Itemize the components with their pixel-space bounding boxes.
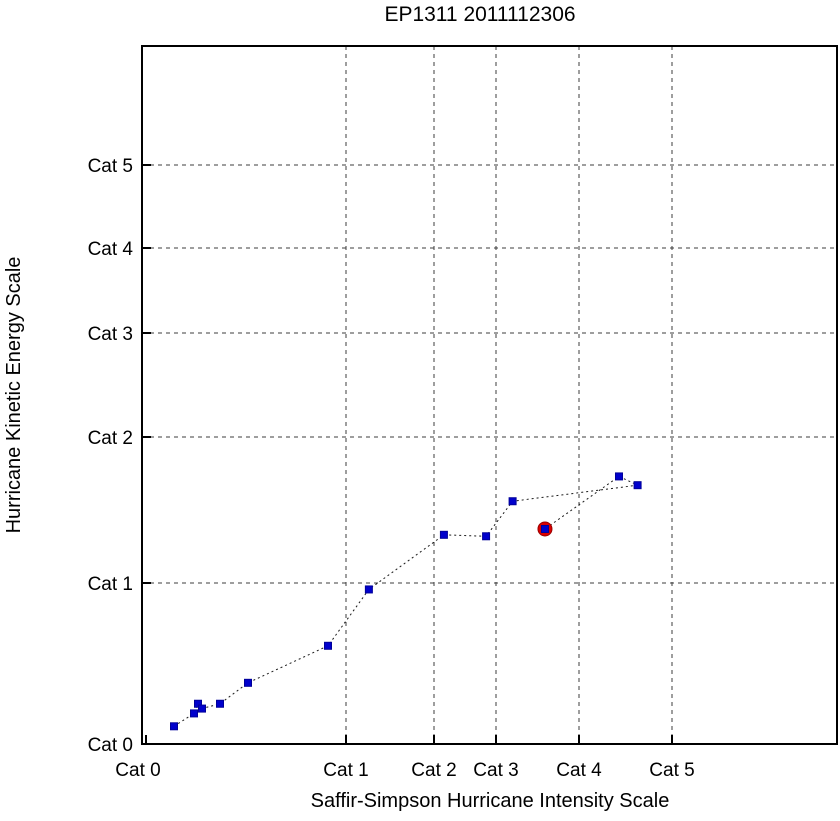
series-layer (170, 472, 642, 731)
x-tick-label: Cat 0 (115, 760, 160, 781)
track-point-marker (439, 530, 448, 539)
y-axis-label: Hurricane Kinetic Energy Scale (3, 257, 25, 534)
track-point-marker (540, 524, 549, 533)
x-tick-label: Cat 1 (323, 760, 368, 781)
plot-border (141, 45, 838, 745)
track-point-marker (170, 722, 178, 731)
track-point-marker (198, 704, 206, 713)
track-point-marker (614, 472, 623, 481)
y-tick-label: Cat 0 (88, 735, 133, 756)
axes-layer (141, 45, 838, 745)
track-point-marker (633, 481, 642, 490)
track-point-marker (508, 497, 517, 506)
x-axis-label: Saffir-Simpson Hurricane Intensity Scale (311, 790, 670, 812)
y-tick-label: Cat 4 (88, 239, 134, 260)
track-point-marker (364, 585, 373, 594)
track-point-marker (324, 641, 332, 650)
y-tick-label: Cat 3 (88, 324, 133, 345)
y-tick-label: Cat 1 (88, 574, 133, 595)
y-tick-label: Cat 5 (88, 156, 133, 177)
chart-title: EP1311 2011112306 (384, 3, 575, 26)
track-point-marker (244, 678, 252, 687)
x-tick-label: Cat 5 (649, 760, 694, 781)
track-point-marker (482, 532, 491, 541)
x-tick-label: Cat 4 (556, 760, 602, 781)
y-tick-label: Cat 2 (88, 428, 133, 449)
grid-layer (142, 46, 837, 744)
track-point-marker (216, 699, 224, 708)
x-tick-label: Cat 3 (473, 760, 518, 781)
track-point-marker (190, 709, 198, 718)
x-tick-label: Cat 2 (411, 760, 456, 781)
storm-track-line (173, 475, 640, 727)
tick-label-layer: Cat 0 Cat 1 Cat 2 Cat 3 Cat 4 Cat 5 Cat 0 Cat 1… (88, 156, 695, 781)
